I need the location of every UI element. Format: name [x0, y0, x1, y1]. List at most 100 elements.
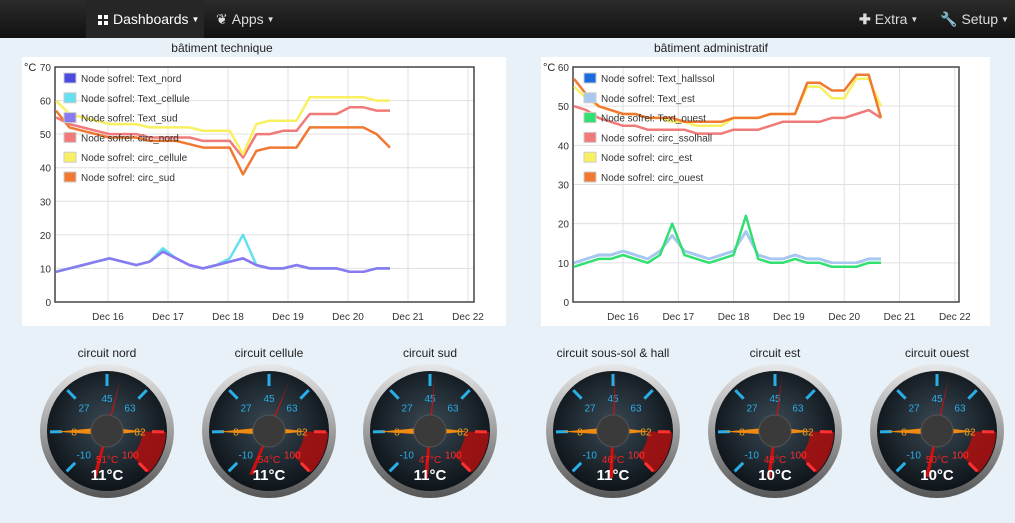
x-tick-label: Dec 17	[152, 312, 184, 323]
y-tick-label: 20	[40, 231, 52, 242]
chart-svg: 0 10 20 30 40 50 60 70 Dec 16 Dec 17 Dec 18 Dec 19 D…	[24, 62, 484, 323]
plus-icon: ✚	[859, 11, 871, 27]
nav-extra[interactable]: ✚ Extra ▼	[859, 0, 918, 38]
gauge-scale-label: 100	[790, 450, 807, 461]
gauge-svg: -10 8 27 45 63 82 100 46°C11°C	[546, 364, 680, 498]
gauge-scale-label: -10	[76, 450, 91, 461]
gauge-tick	[571, 461, 583, 473]
gauge-setpoint: 48°C	[764, 455, 786, 466]
gauge-5: -10 8 27 45 63 82 100 48°C 10°C	[706, 362, 844, 500]
gauge-tick	[733, 461, 745, 473]
nav-dashboards-label: Dashboards	[113, 11, 189, 27]
legend-label: Node sofrel: Text_cellule	[81, 94, 190, 105]
gauge-tick	[896, 389, 907, 400]
caret-down-icon: ▼	[910, 15, 919, 24]
gauge-scale-label: 27	[746, 403, 758, 414]
nav-dashboards[interactable]: Dashboards ▼	[86, 0, 204, 38]
legend-label: Node sofrel: circ_est	[601, 153, 692, 164]
legend-label: Node sofrel: circ_cellule	[81, 153, 188, 164]
x-tick-label: Dec 21	[392, 312, 424, 323]
gauge-tick	[460, 461, 472, 473]
gauge-scale-label: 100	[952, 450, 969, 461]
gauge-tick	[228, 389, 239, 400]
x-tick-label: Dec 17	[662, 312, 694, 323]
gauge-scale-label: 27	[240, 403, 252, 414]
x-tick-label: Dec 21	[884, 312, 916, 323]
wrench-icon: 🔧	[940, 11, 958, 27]
legend-swatch	[583, 171, 597, 183]
y-tick-label: 60	[558, 63, 570, 74]
gauge-tick	[137, 389, 148, 400]
legend-label: Node sofrel: Text_ouest	[601, 114, 706, 125]
nav-apps[interactable]: ❦ Apps ▼	[216, 0, 275, 38]
legend-label: Node sofrel: circ_nord	[81, 133, 179, 144]
gauge-scale-label: 45	[607, 394, 619, 405]
gauge-scale-label: 100	[445, 450, 462, 461]
gauge-svg: -10 8 27 45 63 82 100 54°C11°C	[202, 364, 336, 498]
gauge-scale-label: 63	[286, 403, 298, 414]
gauge-scale-label: 100	[122, 450, 139, 461]
x-tick-label: Dec 20	[332, 312, 364, 323]
y-tick-label: 50	[558, 102, 570, 113]
plot-border	[572, 66, 960, 303]
gauge-hub	[252, 414, 286, 448]
y-axis-label: °C	[24, 62, 36, 74]
gauge-tick	[895, 461, 907, 473]
gauge-tick	[460, 389, 471, 400]
leaf-icon: ❦	[216, 11, 228, 27]
nav-setup[interactable]: 🔧 Setup ▼	[940, 0, 1009, 38]
legend-label: Node sofrel: circ_ouest	[601, 173, 703, 184]
series-line	[573, 214, 881, 269]
legend-swatch	[583, 151, 597, 163]
gauge-tick	[643, 389, 654, 400]
gauge-setpoint: 50°C	[926, 455, 948, 466]
gauge-scale-label: 8	[739, 427, 745, 438]
gauge-scale-label: 100	[628, 450, 645, 461]
gauge-scale-label: 27	[78, 403, 90, 414]
legend-swatch	[583, 92, 597, 104]
y-tick-label: 70	[40, 63, 52, 74]
y-tick-label: 30	[558, 181, 570, 192]
chart-batiment-technique: 0 10 20 30 40 50 60 70 Dec 16 Dec 17 Dec 18 Dec 19 D…	[22, 57, 506, 326]
gauge-4: -10 8 27 45 63 82 100 46°C 11°C	[544, 362, 682, 500]
series-line	[573, 105, 882, 135]
gauge-scale-label: 63	[447, 403, 459, 414]
series-line	[55, 250, 390, 274]
gauge-title: circuit sous-sol & hall	[556, 346, 670, 360]
gauge-scale-label: 8	[71, 427, 77, 438]
legend-label: Node sofrel: Text_est	[601, 94, 695, 105]
gauge-tick	[299, 461, 311, 473]
legend-label: Node sofrel: circ_sud	[81, 173, 175, 184]
gauge-value: 10°C	[758, 467, 792, 484]
gauge-tick	[388, 461, 400, 473]
legend-swatch	[63, 131, 77, 143]
plot-border	[54, 66, 475, 303]
gauge-svg: -10 8 27 45 63 82 100 47°C11°C	[363, 364, 497, 498]
gauge-tick	[299, 389, 310, 400]
gauge-title: circuit nord	[77, 346, 137, 360]
gauge-setpoint: 54°C	[258, 455, 280, 466]
legend-swatch	[63, 92, 77, 104]
gauge-value: 11°C	[253, 467, 286, 484]
gauge-scale-label: 27	[401, 403, 413, 414]
gauge-scale-label: 82	[296, 427, 308, 438]
gauge-scale-label: 27	[908, 403, 920, 414]
series-line	[573, 73, 883, 124]
gauge-scale-label: 8	[233, 427, 239, 438]
legend-label: Node sofrel: Text_hallssol	[601, 74, 715, 85]
gauge-scale-label: 82	[640, 427, 652, 438]
gauge-scale-label: 45	[769, 394, 781, 405]
y-tick-label: 10	[40, 264, 52, 275]
gauge-hub	[758, 414, 792, 448]
chart-svg: 0 10 20 30 40 50 60 Dec 16 Dec 17 Dec 18 Dec 19 Dec…	[543, 62, 971, 323]
gauge-tick	[643, 461, 655, 473]
top-navbar: Dashboards ▼ ❦ Apps ▼ ✚ Extra ▼ 🔧 Setup ▼	[0, 0, 1015, 38]
gauge-scale-label: 100	[284, 450, 301, 461]
gauge-scale-label: -10	[744, 450, 759, 461]
gauge-scale-label: -10	[238, 450, 253, 461]
y-tick-label: 0	[45, 298, 51, 309]
caret-down-icon: ▼	[1001, 15, 1009, 24]
gauge-scale-label: -10	[399, 450, 414, 461]
x-tick-label: Dec 19	[272, 312, 304, 323]
chart-title-technique: bâtiment technique	[171, 41, 273, 55]
